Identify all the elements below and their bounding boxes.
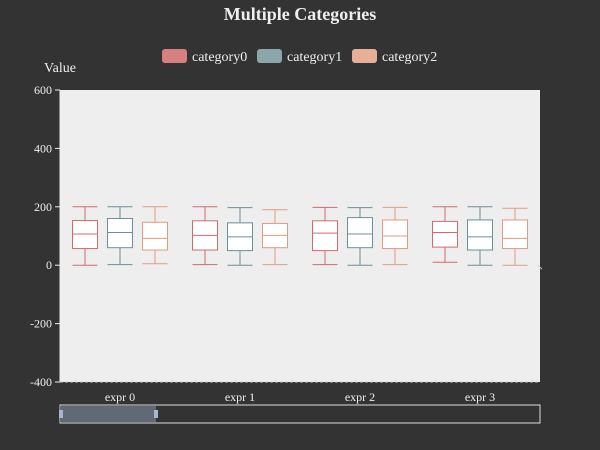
legend-swatch xyxy=(162,49,187,63)
y-tick-label: -200 xyxy=(30,317,52,331)
y-tick-label: 400 xyxy=(34,141,52,155)
series-category2 xyxy=(142,206,528,266)
box-iqr xyxy=(382,219,408,250)
legend-label: category0 xyxy=(192,50,247,65)
x-axis: expr 0 expr 1 expr 2 expr 3 xyxy=(60,264,543,404)
box-category2-expr-0 xyxy=(142,206,168,265)
box-category1-expr-3 xyxy=(467,206,493,266)
legend-label: category2 xyxy=(382,50,437,65)
box-category0-expr-1 xyxy=(192,206,218,266)
box-category0-expr-0 xyxy=(72,206,98,266)
box-category1-expr-0 xyxy=(107,206,133,266)
series-category0 xyxy=(72,206,458,266)
zoom-handle-end[interactable] xyxy=(154,410,158,418)
box-category2-expr-2 xyxy=(382,206,408,266)
box-category1-expr-1 xyxy=(227,207,253,266)
y-tick-label: 200 xyxy=(34,200,52,214)
data-zoom-slider[interactable] xyxy=(59,404,541,424)
legend-item-category0[interactable]: category0 xyxy=(162,49,247,65)
box-category0-expr-3 xyxy=(432,206,458,263)
legend-swatch xyxy=(352,49,377,63)
y-axis: -400 -200 0 200 400 600 xyxy=(30,83,61,389)
series-category1 xyxy=(107,206,493,266)
legend-label: category1 xyxy=(287,50,342,65)
y-tick-label: 0 xyxy=(46,258,52,272)
box-iqr xyxy=(107,217,133,249)
box-iqr xyxy=(432,220,458,248)
box-iqr xyxy=(347,217,373,249)
box-iqr xyxy=(467,219,493,251)
plot-area xyxy=(60,90,540,382)
zoom-handle-start[interactable] xyxy=(59,410,63,418)
box-iqr xyxy=(142,221,168,251)
box-iqr xyxy=(502,219,528,250)
box-category0-expr-2 xyxy=(312,206,338,266)
x-tick-label: expr 1 xyxy=(225,390,255,404)
legend[interactable]: category0 category1 category2 xyxy=(162,49,437,65)
box-iqr xyxy=(312,220,338,252)
box-plot-series xyxy=(72,206,528,266)
box-category2-expr-3 xyxy=(502,207,528,266)
box-iqr xyxy=(72,220,98,250)
chart-title: Multiple Categories xyxy=(224,4,376,24)
y-tick-label: -400 xyxy=(30,375,52,389)
x-axis-end xyxy=(537,264,543,270)
legend-swatch xyxy=(257,49,282,63)
x-tick-label: expr 2 xyxy=(345,390,375,404)
y-tick-label: 600 xyxy=(34,83,52,97)
legend-item-category1[interactable]: category1 xyxy=(257,49,342,65)
zoom-selection[interactable] xyxy=(60,406,156,422)
x-tick-label: expr 0 xyxy=(105,390,135,404)
y-axis-label: Value xyxy=(44,61,76,76)
box-category1-expr-2 xyxy=(347,207,373,266)
box-category2-expr-1 xyxy=(262,209,288,266)
x-tick-label: expr 3 xyxy=(465,390,495,404)
legend-item-category2[interactable]: category2 xyxy=(352,49,437,65)
